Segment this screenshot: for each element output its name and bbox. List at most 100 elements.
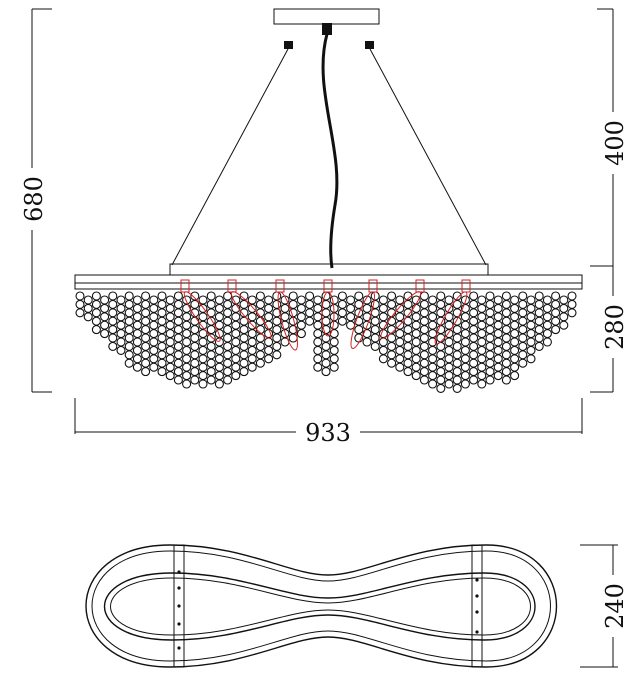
crystal-bead — [493, 354, 503, 364]
crystal-bead — [157, 308, 167, 318]
crystal-bead — [165, 362, 175, 372]
crystal-bead — [100, 295, 110, 305]
crystal-bead — [149, 320, 159, 330]
crystal-bead — [313, 303, 323, 313]
crystal-bead — [157, 291, 167, 301]
crystal-bead — [141, 333, 151, 343]
crystal-bead — [337, 291, 347, 301]
crystal-bead — [124, 316, 134, 326]
crystal-bead — [231, 312, 241, 322]
crystal-bead — [419, 308, 429, 318]
crystal-bead — [493, 312, 503, 322]
crystal-bead — [141, 341, 151, 351]
crystal-bead — [280, 312, 290, 322]
crystal-bead — [485, 308, 495, 318]
crystal-bead — [485, 367, 495, 377]
crystal-bead — [354, 325, 364, 335]
crystal-bead — [149, 329, 159, 339]
plan-inner-ring-outer-edge — [110, 577, 531, 636]
crystal-bead — [436, 308, 446, 318]
crystal-bead — [132, 320, 142, 330]
crystal-bead — [165, 354, 175, 364]
crystal-bead — [510, 312, 520, 322]
crystal-bead — [469, 299, 479, 309]
crystal-bead — [477, 295, 487, 305]
crystal-bead — [378, 337, 388, 347]
crystal-bead — [157, 316, 167, 326]
crystal-bead — [469, 325, 479, 335]
crystal-bead — [223, 299, 233, 309]
crystal-bead — [313, 345, 323, 355]
crystal-bead — [419, 350, 429, 360]
crystal-bead — [501, 350, 511, 360]
crystal-bead — [526, 345, 536, 355]
crystal-bead — [198, 295, 208, 305]
crystal-bead — [411, 312, 421, 322]
crystal-bead — [551, 325, 561, 335]
crystal-bead — [141, 291, 151, 301]
crystal-bead — [534, 333, 544, 343]
crystal-bead — [493, 362, 503, 372]
dimension-label-body-height: 280 — [601, 304, 629, 350]
crystal-bead — [173, 308, 183, 318]
power-cable — [321, 33, 339, 269]
crystal-bead — [370, 316, 380, 326]
crystal-bead — [510, 371, 520, 381]
crystal-bead — [231, 329, 241, 339]
crystal-bead — [132, 337, 142, 347]
crystal-bead — [436, 333, 446, 343]
crystal-bead — [198, 379, 208, 389]
lamp-holder — [461, 279, 471, 293]
crystal-bead — [305, 308, 315, 318]
crystal-bead — [124, 308, 134, 318]
crystal-bead — [255, 299, 265, 309]
dimension-label-total-height: 680 — [20, 176, 48, 222]
crystal-bead — [428, 354, 438, 364]
lamp-bulb — [350, 291, 375, 349]
dimension-total-height: 680 — [20, 8, 52, 393]
crystal-bead — [510, 345, 520, 355]
crystal-bead — [239, 358, 249, 368]
crystal-bead — [395, 303, 405, 313]
crystal-bead — [116, 329, 126, 339]
lamp-bulb — [434, 291, 468, 345]
crystal-bead — [182, 345, 192, 355]
crystal-bead — [313, 329, 323, 339]
crystal-bead — [510, 295, 520, 305]
front-elevation-view: 680 400 280 933 — [20, 8, 629, 447]
crystal-bead — [247, 354, 257, 364]
crystal-bead — [116, 337, 126, 347]
crystal-bead — [436, 375, 446, 385]
crystal-bead — [141, 358, 151, 368]
crystal-bead — [231, 337, 241, 347]
lamp-bulb — [380, 291, 422, 339]
crystal-bead — [534, 341, 544, 351]
crystal-bead — [173, 333, 183, 343]
crystal-bead — [567, 291, 577, 301]
crystal-bead — [485, 350, 495, 360]
crystal-bead — [477, 354, 487, 364]
crystal-bead — [452, 308, 462, 318]
crystal-bead — [526, 354, 536, 364]
crystal-bead — [419, 333, 429, 343]
crystal-bead — [108, 341, 118, 351]
crystal-bead — [272, 325, 282, 335]
crystal-bead — [247, 312, 257, 322]
crystal-bead — [419, 291, 429, 301]
crystal-bead — [485, 333, 495, 343]
crystal-bead — [190, 333, 200, 343]
crystal-bead — [255, 341, 265, 351]
crystal-bead — [198, 362, 208, 372]
crystal-bead — [493, 371, 503, 381]
crystal-bead — [264, 303, 274, 313]
crystal-bead — [288, 291, 298, 301]
crystal-bead — [387, 291, 397, 301]
crystal-bead — [428, 345, 438, 355]
crystal-bead — [223, 291, 233, 301]
crystal-bead — [485, 316, 495, 326]
crystal-bead — [452, 350, 462, 360]
crystal-bead — [165, 320, 175, 330]
crystal-bead — [313, 337, 323, 347]
crystal-bead — [559, 320, 569, 330]
crystal-bead — [132, 312, 142, 322]
